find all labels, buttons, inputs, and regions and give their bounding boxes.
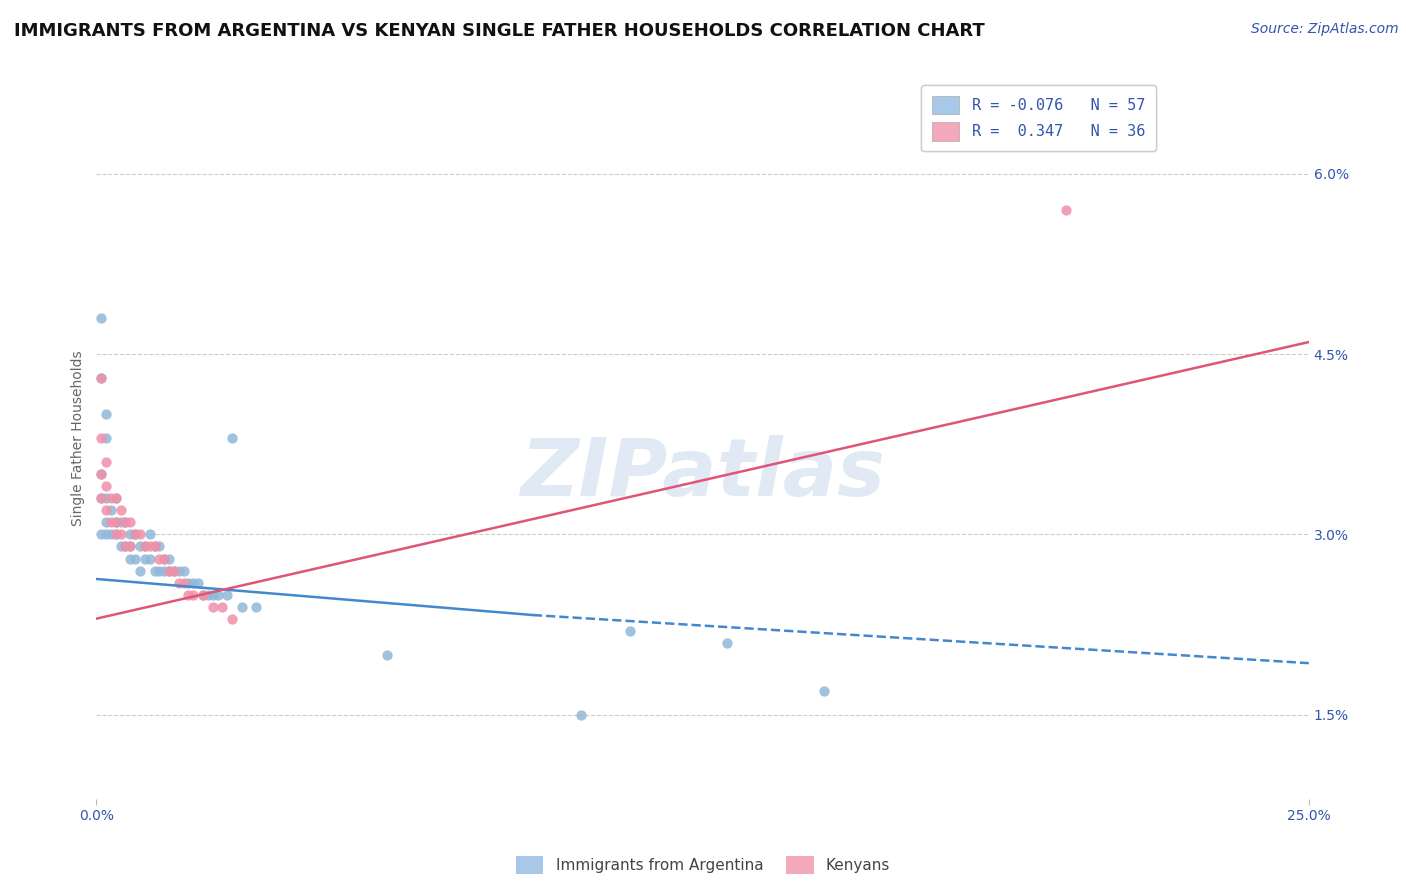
Point [94, 527, 117, 541]
Point [138, 551, 160, 566]
Point [94, 479, 117, 493]
Point [201, 599, 224, 614]
Point [173, 564, 195, 578]
Point [124, 551, 146, 566]
Point [120, 551, 142, 566]
Point [90, 527, 112, 541]
Point [90, 310, 112, 325]
Point [90, 371, 112, 385]
Point [143, 540, 166, 554]
Point [138, 527, 160, 541]
Point [183, 588, 205, 602]
Point [94, 431, 117, 445]
Text: IMMIGRANTS FROM ARGENTINA VS KENYAN SINGLE FATHER HOUSEHOLDS CORRELATION CHART: IMMIGRANTS FROM ARGENTINA VS KENYAN SING… [14, 22, 984, 40]
Point [114, 540, 136, 554]
Point [100, 516, 122, 530]
Point [129, 564, 152, 578]
Point [143, 564, 166, 578]
Point [114, 516, 136, 530]
Y-axis label: Single Father Households: Single Father Households [72, 351, 86, 526]
Point [129, 540, 152, 554]
Point [104, 527, 127, 541]
Point [167, 575, 190, 590]
Point [100, 527, 122, 541]
Legend: Immigrants from Argentina, Kenyans: Immigrants from Argentina, Kenyans [510, 850, 896, 880]
Point [221, 612, 243, 626]
Point [114, 516, 136, 530]
Point [231, 599, 253, 614]
Point [104, 516, 127, 530]
Point [124, 527, 146, 541]
Point [148, 551, 170, 566]
Point [114, 540, 136, 554]
Point [104, 491, 127, 506]
Point [134, 551, 156, 566]
Point [217, 588, 239, 602]
Text: ZIPatlas: ZIPatlas [520, 435, 886, 513]
Point [245, 599, 267, 614]
Point [207, 588, 229, 602]
Point [569, 707, 592, 722]
Point [167, 564, 190, 578]
Point [177, 575, 200, 590]
Point [173, 575, 195, 590]
Point [94, 516, 117, 530]
Point [143, 540, 166, 554]
Point [129, 527, 152, 541]
Point [110, 540, 132, 554]
Legend: R = -0.076   N = 57, R =  0.347   N = 36: R = -0.076 N = 57, R = 0.347 N = 36 [921, 85, 1156, 152]
Point [211, 599, 233, 614]
Point [90, 371, 112, 385]
Point [813, 683, 835, 698]
Point [134, 540, 156, 554]
Point [120, 527, 142, 541]
Point [191, 588, 214, 602]
Point [110, 527, 132, 541]
Point [157, 551, 180, 566]
Point [134, 540, 156, 554]
Point [375, 648, 398, 662]
Point [120, 540, 142, 554]
Point [90, 431, 112, 445]
Point [138, 540, 160, 554]
Point [153, 564, 176, 578]
Point [716, 636, 738, 650]
Point [157, 564, 180, 578]
Point [90, 467, 112, 482]
Point [120, 516, 142, 530]
Point [163, 564, 186, 578]
Point [100, 503, 122, 517]
Point [163, 564, 186, 578]
Point [104, 491, 127, 506]
Point [124, 527, 146, 541]
Point [94, 491, 117, 506]
Point [90, 491, 112, 506]
Point [104, 527, 127, 541]
Point [110, 503, 132, 517]
Point [619, 624, 641, 638]
Point [221, 431, 243, 445]
Point [148, 540, 170, 554]
Point [177, 588, 200, 602]
Point [187, 575, 209, 590]
Point [183, 575, 205, 590]
Point [104, 516, 127, 530]
Point [100, 491, 122, 506]
Point [153, 551, 176, 566]
Point [201, 588, 224, 602]
Text: Source: ZipAtlas.com: Source: ZipAtlas.com [1251, 22, 1399, 37]
Point [153, 551, 176, 566]
Point [191, 588, 214, 602]
Point [148, 564, 170, 578]
Point [110, 516, 132, 530]
Point [94, 455, 117, 469]
Point [157, 564, 180, 578]
Point [197, 588, 219, 602]
Point [90, 491, 112, 506]
Point [120, 540, 142, 554]
Point [94, 407, 117, 421]
Point [1054, 202, 1077, 217]
Point [90, 467, 112, 482]
Point [94, 503, 117, 517]
